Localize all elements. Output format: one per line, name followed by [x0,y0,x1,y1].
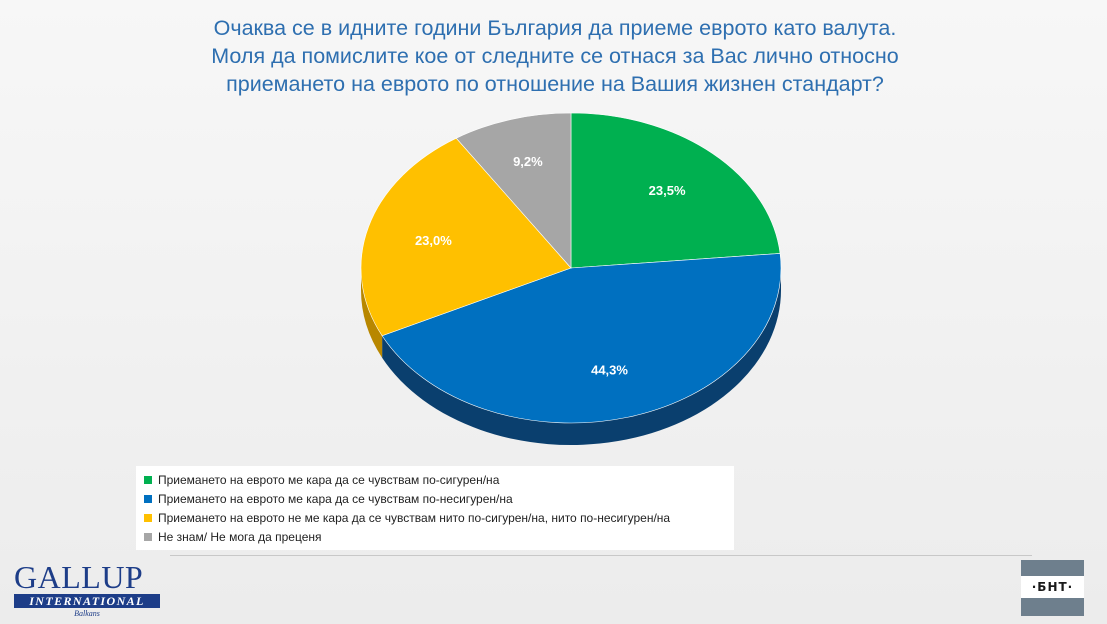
legend: Приемането на еврото ме кара да се чувст… [136,466,734,550]
slice-neutral-side [361,268,383,358]
footer-divider [170,555,1032,556]
legend-swatch [144,475,152,484]
title-line-1: Очаква се в идните години България да пр… [213,16,897,40]
legend-swatch [144,513,152,522]
gallup-balkans: Balkans [74,609,100,618]
slice-insecure-side [382,268,781,445]
slice-dont-know [455,112,572,269]
gallup-international-bar: INTERNATIONAL [14,594,160,608]
legend-label: Приемането на еврото не ме кара да се чу… [158,510,671,525]
bnt-wordmark: ·БНТ· [1021,576,1084,598]
bnt-band-top [1021,560,1084,576]
legend-item-neutral: Приемането на еврото не ме кара да се чу… [144,508,734,527]
legend-item-dont-know: Не знам/ Не мога да преценя [144,527,734,546]
legend-label: Приемането на еврото ме кара да се чувст… [158,491,513,506]
gallup-wordmark: GALLUP [14,559,144,595]
legend-item-insecure: Приемането на еврото ме кара да се чувст… [144,489,734,508]
pie-chart: 23,5% 44,3% 23,0% 9,2% [360,112,782,445]
legend-swatch [144,494,152,503]
slice-neutral [360,137,572,337]
slice-insecure [381,253,782,424]
legend-label: Не знам/ Не мога да преценя [158,529,322,544]
slice-dont-know-label: 9,2% [513,154,543,169]
legend-swatch [144,532,152,541]
slice-insecure-label: 44,3% [591,362,628,377]
legend-label: Приемането на еврото ме кара да се чувст… [158,472,500,487]
gallup-logo: GALLUP INTERNATIONAL Balkans [14,559,166,622]
chart-title: Очаква се в идните години България да пр… [60,14,1050,98]
legend-item-secure: Приемането на еврото ме кара да се чувст… [144,470,734,489]
slice-secure [570,112,781,269]
slice-secure-label: 23,5% [649,183,686,198]
slice-neutral-label: 23,0% [415,233,452,248]
title-line-3: приемането на еврото по отношение на Ваш… [226,72,884,96]
bnt-band-bottom [1021,598,1084,616]
bnt-logo: ·БНТ· [1021,560,1084,620]
title-line-2: Моля да помислите кое от следните се отн… [211,44,899,68]
